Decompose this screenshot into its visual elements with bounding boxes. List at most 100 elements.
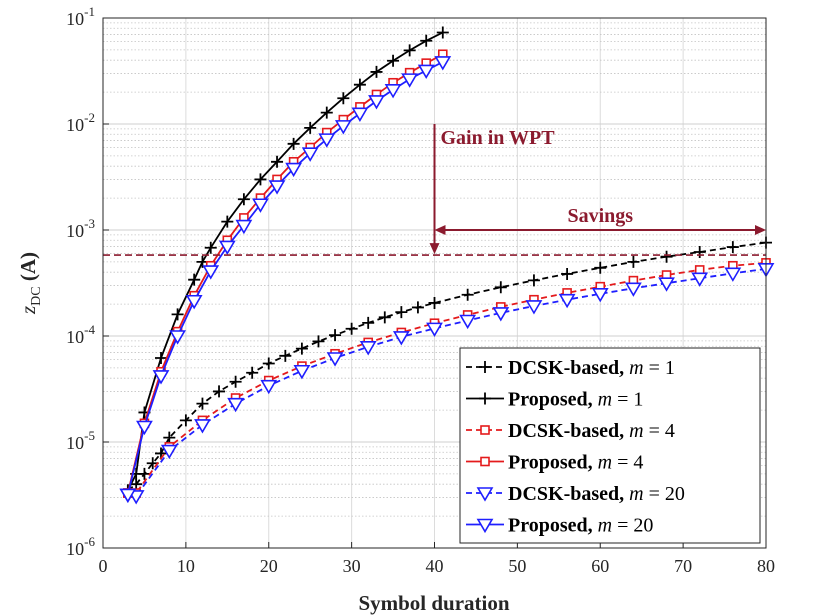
data-point [370,65,383,78]
y-axis: 10-6 10-5 10-4 10-3 10-2 10-1 [66,4,109,559]
y-axis-title-unit: (A) [16,252,40,286]
data-point [420,34,433,47]
legend-marker [480,456,490,467]
data-point [279,349,292,362]
data-point [334,120,352,135]
data-point [287,137,300,150]
data-point [337,92,350,105]
data-point [229,375,242,388]
data-point [246,366,259,379]
legend-item-5: DCSK-based, m = 20 [466,483,685,505]
data-point [691,272,709,287]
gain-arrow-head [429,243,440,255]
data-point [196,397,209,410]
y-tick-label: 10-2 [66,110,95,135]
data-point [252,198,269,213]
x-axis-title: Symbol duration [358,591,509,615]
legend-item-2: Proposed, m = 1 [466,389,643,411]
data-point [221,215,234,228]
data-point [494,281,507,294]
legend-marker [479,361,491,373]
legend-item-3: DCSK-based, m = 4 [466,420,675,442]
data-point [436,26,449,39]
data-point [428,296,441,309]
y-axis-title: zDC (A) [16,252,44,315]
data-point [724,267,742,282]
data-point [295,342,308,355]
data-point [179,414,192,427]
data-point [403,44,416,57]
legend-label: Proposed, m = 4 [508,452,643,474]
data-point [213,385,226,398]
data-point [260,379,278,395]
data-point [378,311,391,324]
data-point [136,420,153,436]
data-point [320,106,333,119]
y-tick-label: 10-4 [66,322,95,347]
y-tick-label: 10-1 [66,4,95,29]
y-axis-title-sub: DC [29,286,44,305]
x-tick-label: 40 [426,556,444,576]
data-point [625,282,642,297]
x-tick-label: 80 [757,556,775,576]
data-point [351,107,369,122]
data-point [591,288,609,303]
data-point [235,219,253,235]
data-point [119,488,137,504]
data-point [362,316,375,329]
data-point [185,294,203,310]
y-tick-label: 10-6 [66,534,95,559]
data-point [160,444,178,460]
x-axis: 0 10 20 30 40 50 60 70 80 [99,542,775,576]
x-tick-label: 50 [508,556,526,576]
data-point [492,307,510,322]
legend-label: DCSK-based, m = 1 [508,357,675,379]
legend-item-4: Proposed, m = 4 [466,452,643,474]
data-point [525,300,543,315]
data-point [304,121,317,134]
data-point [254,173,267,186]
savings-arrow-head-right [755,225,766,235]
data-point [461,288,474,301]
x-tick-label: 10 [177,556,195,576]
data-point [329,329,342,342]
legend-item-6: Proposed, m = 20 [466,515,653,537]
data-point [163,431,176,444]
series-line [127,268,767,497]
legend-label: DCSK-based, m = 4 [508,420,675,442]
legend-marker [479,392,491,405]
data-point [293,364,311,380]
data-point [658,277,675,292]
series-layer [119,26,775,505]
data-point [218,240,236,256]
data-point [558,293,576,309]
x-tick-label: 70 [674,556,692,576]
data-point [285,162,303,178]
legend-item-1: DCSK-based, m = 1 [466,357,675,379]
data-point [326,352,344,367]
data-point [152,370,170,385]
series-5 [119,263,775,505]
annotations: Gain in WPT Savings [103,124,766,256]
savings-arrow-head-left [434,225,446,235]
data-point [426,322,443,337]
data-point [627,255,640,268]
series-line [127,31,444,491]
savings-label: Savings [567,205,633,227]
data-point [561,267,574,280]
data-point [353,78,366,91]
data-point [459,314,477,330]
data-point [392,331,410,346]
legend-marker [476,518,494,534]
data-point [395,306,408,319]
legend-marker [480,425,490,435]
data-point [368,95,385,110]
legend: DCSK-based, m = 1 Proposed, m = 1 DCSK-bas… [459,347,761,544]
gain-label: Gain in WPT [441,127,556,149]
legend-label: Proposed, m = 20 [508,515,653,537]
legend-label: DCSK-based, m = 20 [508,483,685,505]
y-tick-label: 10-5 [66,428,95,453]
data-point [527,274,540,287]
data-point [268,180,286,195]
legend-label: Proposed, m = 1 [508,389,643,411]
